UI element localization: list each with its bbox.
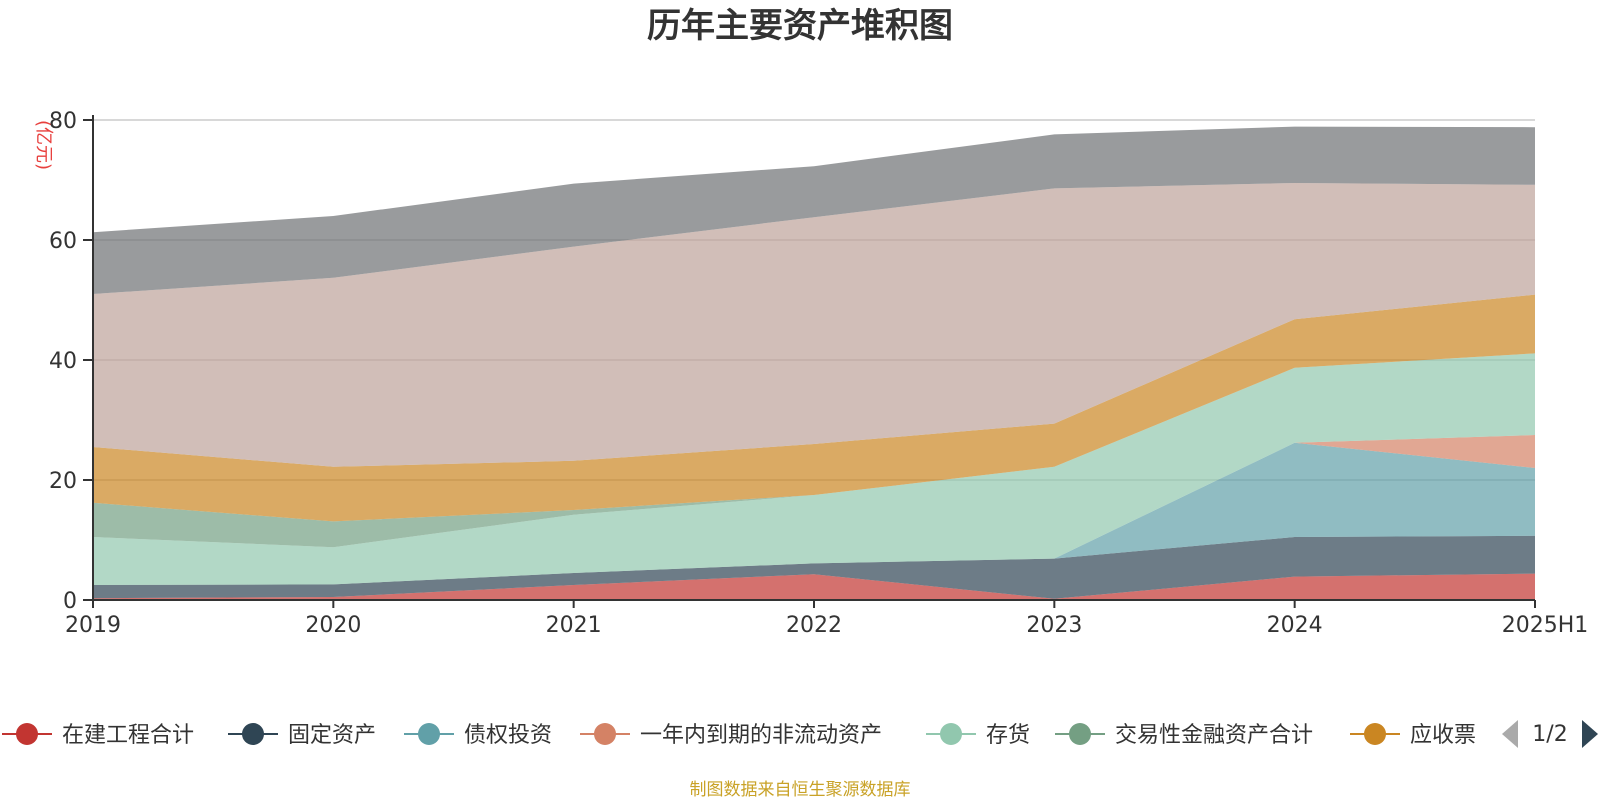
y-tick-label: 60 bbox=[49, 229, 77, 254]
legend-item[interactable]: 在建工程合计 bbox=[2, 723, 194, 748]
legend-circle-marker bbox=[16, 723, 38, 745]
area-series-group bbox=[93, 126, 1535, 600]
area-series-3 bbox=[93, 442, 1535, 585]
x-tick-label: 2019 bbox=[65, 613, 121, 638]
area-series-9 bbox=[93, 126, 1535, 294]
legend-circle-marker bbox=[1364, 723, 1386, 745]
area-series-4 bbox=[93, 435, 1535, 585]
legend-page-indicator: 1/2 bbox=[1532, 722, 1567, 747]
legend-circle-marker bbox=[594, 723, 616, 745]
legend-circle-marker bbox=[940, 723, 962, 745]
legend-circle-marker bbox=[1069, 723, 1091, 745]
legend: 在建工程合计 固定资产 债权投资 一年内到期的非流动资产 存货 交易性金融资产合计 应收票 bbox=[2, 723, 1476, 748]
area-series-5 bbox=[93, 353, 1535, 585]
area-series-6 bbox=[93, 353, 1535, 548]
legend-circle-marker bbox=[242, 723, 264, 745]
legend-item-label: 一年内到期的非流动资产 bbox=[640, 723, 882, 748]
area-series-8 bbox=[93, 183, 1535, 467]
legend-item[interactable]: 固定资产 bbox=[228, 723, 376, 748]
legend-pager: 1/2 bbox=[1502, 720, 1598, 748]
x-tick-label: 2022 bbox=[786, 613, 842, 638]
legend-prev-page-icon[interactable] bbox=[1502, 720, 1518, 748]
x-tick-label: 2024 bbox=[1267, 613, 1323, 638]
legend-item-label: 存货 bbox=[986, 723, 1030, 748]
legend-item[interactable]: 一年内到期的非流动资产 bbox=[580, 723, 882, 748]
y-tick-label: 20 bbox=[49, 469, 77, 494]
axes: 0 20 40 60 80 2019 2020 2021 2022 2023 2024 2025H1 bbox=[49, 109, 1588, 638]
x-tick-label: 2021 bbox=[546, 613, 602, 638]
legend-item-label: 债权投资 bbox=[464, 723, 552, 748]
x-tick-label: 2025H1 bbox=[1502, 613, 1589, 638]
legend-item-label: 应收票 bbox=[1410, 723, 1476, 748]
x-tick-label: 2020 bbox=[305, 613, 361, 638]
y-tick-label: 80 bbox=[49, 109, 77, 134]
legend-next-page-icon[interactable] bbox=[1582, 720, 1598, 748]
x-tick-label: 2023 bbox=[1026, 613, 1082, 638]
legend-item-label: 在建工程合计 bbox=[62, 723, 194, 748]
area-series-2 bbox=[93, 535, 1535, 599]
legend-item[interactable]: 应收票 bbox=[1350, 723, 1476, 748]
area-series-1 bbox=[93, 573, 1535, 600]
y-tick-label: 0 bbox=[63, 589, 77, 614]
area-series-7 bbox=[93, 294, 1535, 522]
y-axis-unit-label: (亿元) bbox=[33, 120, 54, 170]
legend-item[interactable]: 债权投资 bbox=[404, 723, 552, 748]
legend-item[interactable]: 存货 bbox=[926, 723, 1030, 748]
legend-item-label: 交易性金融资产合计 bbox=[1115, 723, 1313, 748]
legend-circle-marker bbox=[418, 723, 440, 745]
legend-item-label: 固定资产 bbox=[288, 723, 376, 748]
data-source-note: 制图数据来自恒生聚源数据库 bbox=[690, 780, 911, 800]
y-tick-label: 40 bbox=[49, 349, 77, 374]
chart-title: 历年主要资产堆积图 bbox=[647, 6, 953, 46]
legend-item[interactable]: 交易性金融资产合计 bbox=[1055, 723, 1313, 748]
